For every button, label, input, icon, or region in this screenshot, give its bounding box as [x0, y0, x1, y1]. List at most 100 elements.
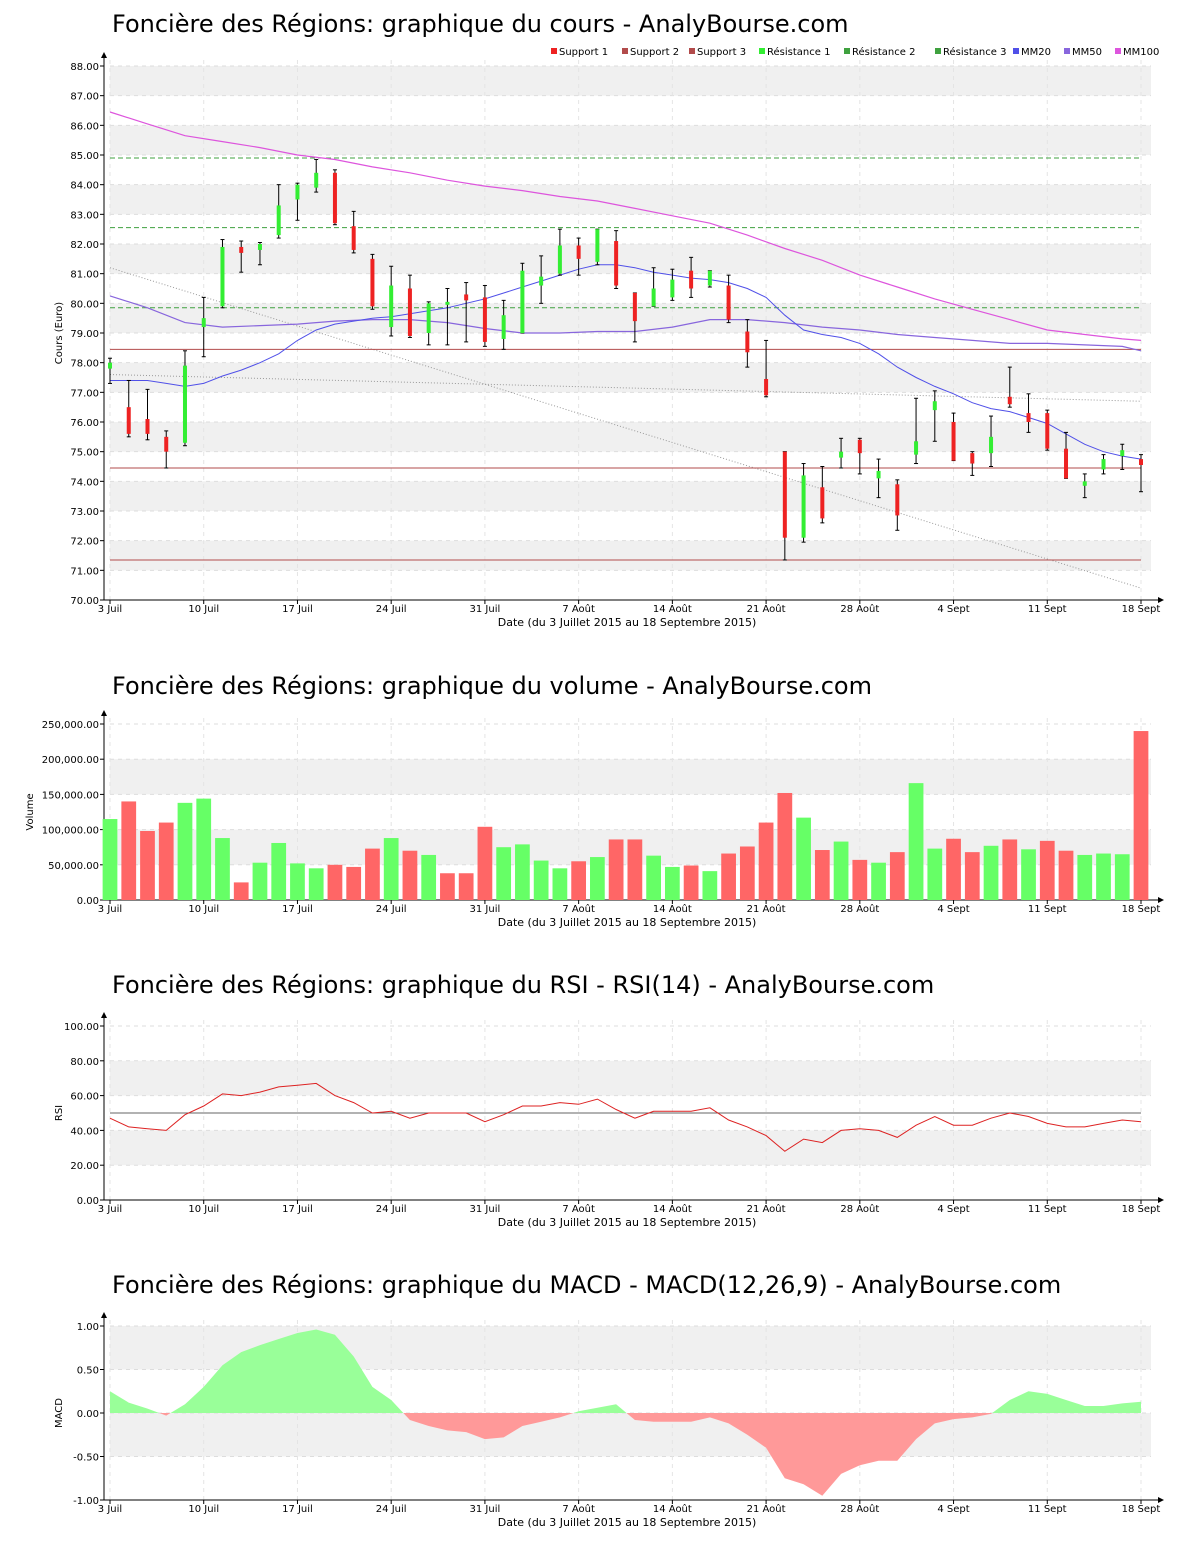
x-tick-label: 28 Août: [840, 603, 879, 615]
volume-bar: [1039, 840, 1055, 900]
x-tick-label: 21 Août: [747, 903, 786, 915]
y-tick-label: 50,000.00: [48, 861, 99, 872]
candle-body: [782, 451, 787, 538]
grid-band: [110, 1060, 1151, 1096]
candle-body: [1139, 459, 1143, 466]
x-tick-label: 31 Juil: [470, 904, 501, 915]
volume-bar: [889, 852, 905, 900]
candle-body: [1026, 413, 1031, 422]
x-tick-label: 3 Juil: [98, 604, 122, 615]
candle-body: [295, 184, 300, 200]
y-tick-label: 1.00: [77, 1322, 99, 1333]
x-tick-label: 14 Août: [653, 1503, 692, 1515]
volume-bar: [383, 838, 399, 900]
candle-body: [895, 484, 900, 516]
candle-body: [108, 362, 112, 369]
y-axis-title: RSI: [54, 1105, 65, 1121]
legend-swatch: [1064, 48, 1070, 54]
y-tick-label: -1.00: [73, 1496, 99, 1507]
x-tick-label: 7 Août: [562, 903, 595, 915]
volume-bar: [664, 866, 680, 900]
x-axis-title: Date (du 3 Juillet 2015 au 18 Septembre …: [498, 1516, 757, 1529]
candle-body: [201, 318, 206, 328]
x-tick-label: 21 Août: [747, 1503, 786, 1515]
candle-body: [1082, 481, 1087, 486]
x-tick-label: 21 Août: [747, 1203, 786, 1215]
volume-bar: [796, 817, 811, 900]
y-tick-label: 88.00: [70, 62, 99, 73]
legend-swatch: [759, 48, 765, 54]
y-axis-title: Volume: [25, 793, 36, 830]
x-tick-label: 17 Juil: [282, 1504, 313, 1515]
macd-positive-area: [110, 1329, 1141, 1413]
candle-body: [445, 301, 450, 305]
candle-body: [707, 270, 712, 286]
candle-body: [557, 245, 562, 274]
y-axis-title: Cours (Euro): [54, 302, 65, 365]
candle-body: [857, 439, 862, 454]
grid-band: [110, 125, 1151, 155]
x-tick-label: 17 Juil: [282, 904, 313, 915]
x-tick-label: 11 Sept: [1028, 904, 1067, 915]
volume-bar: [627, 839, 643, 900]
volume-bar: [215, 838, 230, 900]
volume-chart-title: Foncière des Régions: graphique du volum…: [112, 672, 872, 700]
volume-bar: [1114, 854, 1130, 900]
x-tick-label: 18 Sept: [1122, 604, 1161, 615]
volume-bar: [496, 847, 512, 900]
candle-body: [801, 475, 806, 538]
macd-chart-title: Foncière des Régions: graphique du MACD …: [112, 1271, 1062, 1299]
y-tick-label: 79.00: [70, 329, 99, 340]
volume-bar: [871, 862, 886, 900]
volume-bar: [1077, 854, 1093, 900]
volume-bar: [552, 868, 568, 900]
x-tick-label: 14 Août: [653, 1203, 692, 1215]
grid-band: [110, 244, 1151, 274]
y-tick-label: 72.00: [70, 537, 99, 548]
legend-swatch: [1115, 48, 1121, 54]
volume-bar: [233, 882, 249, 900]
candle-body: [239, 246, 244, 253]
y-axis-arrow: [101, 52, 107, 58]
volume-bar: [608, 839, 624, 900]
y-axis-arrow: [101, 1012, 107, 1018]
x-tick-label: 28 Août: [840, 1503, 879, 1515]
volume-bar: [1021, 849, 1036, 900]
y-tick-label: 0.00: [77, 1196, 99, 1207]
x-tick-label: 4 Sept: [937, 904, 969, 915]
x-tick-label: 11 Sept: [1028, 604, 1067, 615]
candle-body: [182, 365, 187, 443]
x-tick-label: 10 Juil: [188, 604, 219, 615]
volume-bar: [421, 854, 437, 900]
candle-body: [989, 436, 994, 454]
x-tick-label: 7 Août: [562, 1203, 595, 1215]
y-tick-label: 200,000.00: [42, 755, 99, 766]
volume-bar: [908, 783, 924, 900]
candle-body: [1101, 459, 1106, 470]
volume-bar: [308, 868, 324, 900]
x-tick-label: 18 Sept: [1122, 1204, 1161, 1215]
candle-body: [126, 407, 131, 434]
candle-body: [1045, 413, 1050, 449]
x-axis-title: Date (du 3 Juillet 2015 au 18 Septembre …: [498, 1216, 757, 1229]
candle-body: [464, 294, 469, 301]
x-tick-label: 14 Août: [653, 603, 692, 615]
legend-label: Support 2: [630, 47, 679, 58]
volume-bar: [814, 850, 830, 900]
candle-body: [970, 453, 975, 464]
y-tick-label: 86.00: [70, 121, 99, 132]
y-tick-label: 75.00: [70, 448, 99, 459]
candle-body: [539, 276, 544, 286]
candle-body: [951, 422, 956, 461]
candle-body: [407, 288, 412, 336]
x-axis-arrow: [1158, 1197, 1164, 1203]
legend-swatch: [622, 48, 628, 54]
y-tick-label: 80.00: [70, 1057, 99, 1068]
volume-bar: [365, 848, 380, 900]
rsi-chart: 0.00 20.00 40.00 60.00 80.00 100.00 3 Juil 10 J…: [54, 1012, 1164, 1229]
legend-label: Résistance 3: [943, 46, 1006, 58]
x-tick-label: 11 Sept: [1028, 1504, 1067, 1515]
x-tick-label: 24 Juil: [376, 1504, 407, 1515]
volume-bar: [721, 853, 736, 900]
candle-body: [932, 401, 937, 411]
